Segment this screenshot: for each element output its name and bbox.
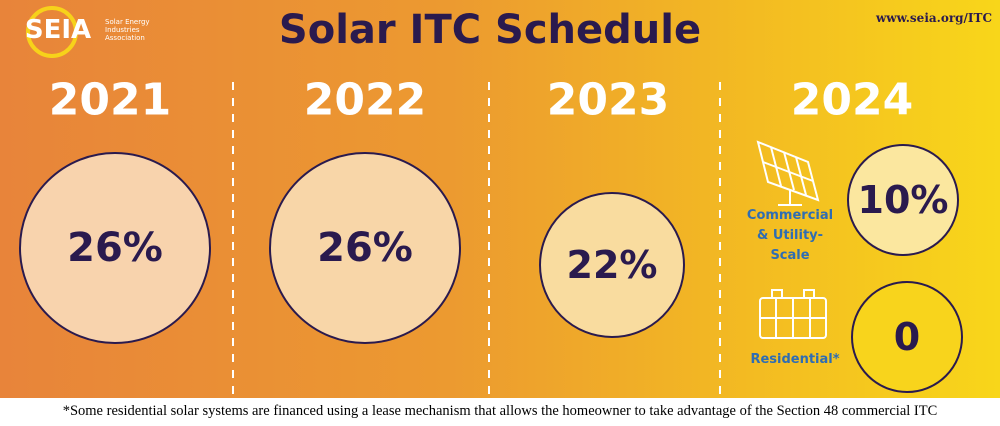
panel-icon (756, 140, 820, 206)
segment-label: Commercial & Utility-Scale (746, 208, 834, 263)
dividers (232, 82, 721, 396)
logo-sun (26, 6, 78, 58)
rate: 0 (893, 315, 921, 359)
house-icon (759, 289, 827, 339)
url[interactable]: www.seia.org/ITC (875, 11, 993, 25)
rate: 10% (857, 178, 949, 222)
rate: 22% (566, 243, 658, 287)
year: 2022 (303, 74, 427, 126)
rate-circles (19, 144, 963, 393)
segment-label: Residential* (750, 352, 840, 367)
year: 2021 (48, 74, 172, 126)
logo: SEIA (24, 15, 92, 45)
year: 2024 (790, 74, 914, 126)
rate: 26% (67, 225, 163, 271)
title: Solar ITC Schedule (278, 7, 702, 53)
logo-tagline: Solar Energy Industries Association (105, 18, 150, 42)
rate: 26% (317, 225, 413, 271)
footnote: *Some residential solar systems are fina… (0, 398, 1000, 426)
year: 2023 (546, 74, 670, 126)
